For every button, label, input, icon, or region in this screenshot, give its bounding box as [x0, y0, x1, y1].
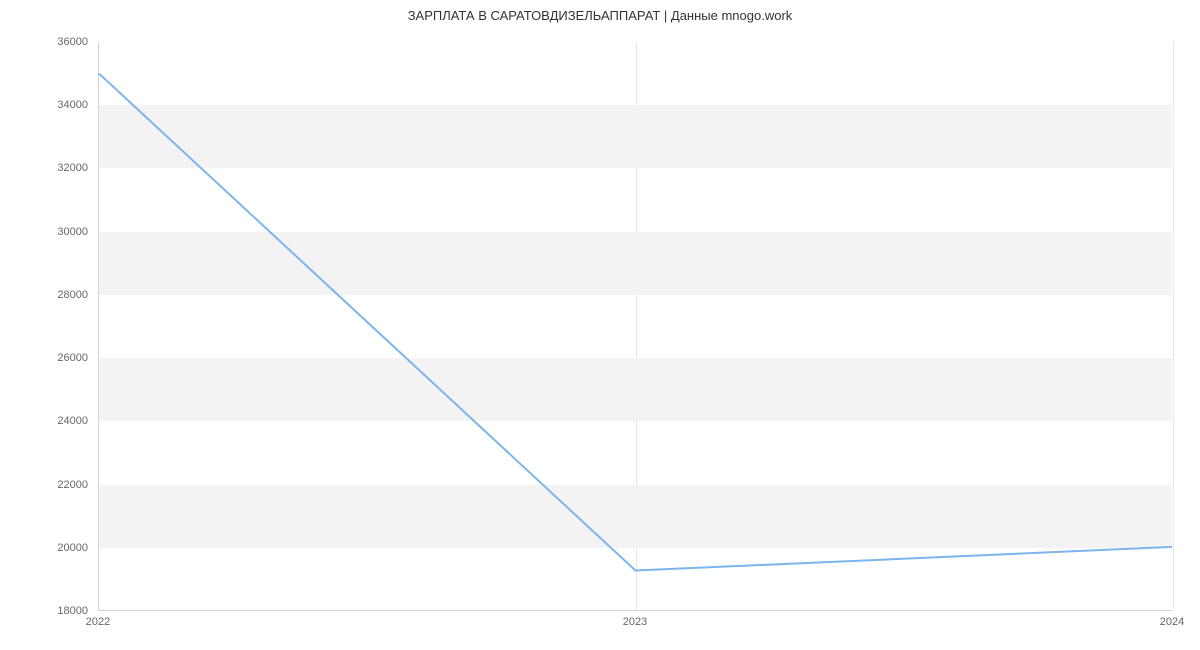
y-tick-label: 30000 — [8, 226, 88, 238]
x-tick-label: 2023 — [623, 616, 647, 628]
y-tick-label: 18000 — [8, 605, 88, 617]
x-gridline — [1173, 42, 1174, 610]
y-tick-label: 24000 — [8, 415, 88, 427]
y-tick-label: 36000 — [8, 36, 88, 48]
line-layer — [99, 42, 1172, 610]
y-tick-label: 26000 — [8, 352, 88, 364]
y-tick-label: 34000 — [8, 99, 88, 111]
y-tick-label: 22000 — [8, 479, 88, 491]
y-tick-label: 32000 — [8, 162, 88, 174]
y-tick-label: 20000 — [8, 542, 88, 554]
chart-title: ЗАРПЛАТА В САРАТОВДИЗЕЛЬАППАРАТ | Данные… — [0, 8, 1200, 23]
plot-area — [98, 42, 1172, 611]
y-tick-label: 28000 — [8, 289, 88, 301]
series-line — [99, 74, 1172, 571]
x-tick-label: 2022 — [86, 616, 110, 628]
x-tick-label: 2024 — [1160, 616, 1184, 628]
